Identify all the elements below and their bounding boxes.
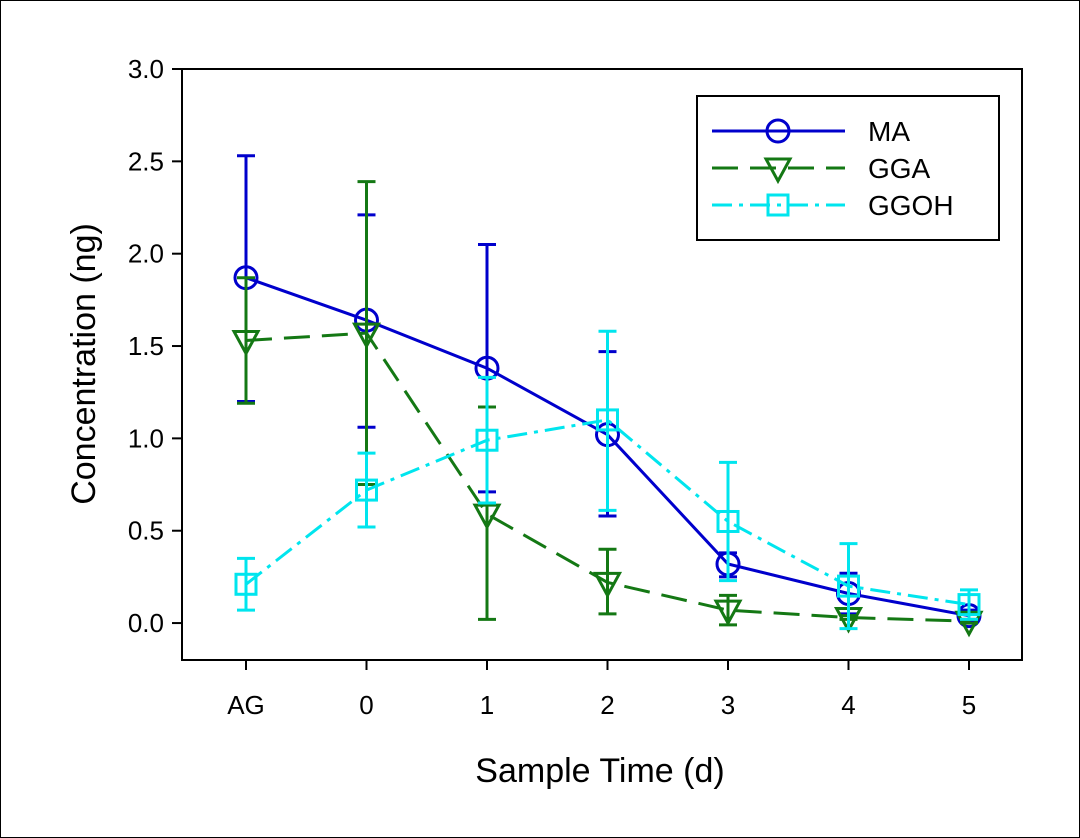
- legend-marker-ma: [765, 118, 791, 144]
- data-point-gga: [592, 571, 623, 599]
- x-tick-label: 0: [359, 690, 373, 720]
- y-tick-label: 2.5: [128, 146, 164, 176]
- data-point-gga: [351, 322, 382, 350]
- legend-marker-gga: [763, 157, 793, 185]
- y-axis: 0.0 0.5 1.0 1.5 2.0 2.5 3.0: [128, 54, 182, 638]
- data-point-ggoh: [355, 478, 378, 502]
- legend-marker-ggoh: [766, 193, 790, 217]
- data-point-ggoh: [475, 428, 499, 452]
- data-point-ggoh: [716, 509, 740, 533]
- x-tick-label: 1: [480, 690, 494, 720]
- y-tick-label: 2.0: [128, 239, 164, 269]
- series-line-ggoh: [245, 418, 970, 607]
- y-axis-label: Concentration (ng): [65, 223, 103, 505]
- series-layer: [231, 154, 984, 638]
- y-tick-label: 3.0: [128, 54, 164, 84]
- legend-label-ggoh: GGOH: [868, 190, 954, 221]
- data-point-gga: [713, 599, 743, 627]
- plot-area: [181, 68, 1023, 661]
- data-point-gga: [231, 329, 261, 357]
- y-tick-label: 0.5: [128, 516, 164, 546]
- legend-label-gga: GGA: [868, 153, 931, 184]
- series-line-gga: [245, 331, 970, 623]
- data-point-ggoh: [837, 574, 860, 598]
- data-point-ggoh: [234, 572, 258, 596]
- data-point-ggoh: [596, 408, 619, 432]
- x-axis: AG 0 1 2 3 4 5: [227, 660, 976, 720]
- x-tick-label: 4: [841, 690, 855, 720]
- data-point-gga: [472, 503, 502, 531]
- data-point-ggoh: [957, 593, 981, 617]
- y-tick-label: 1.5: [128, 331, 164, 361]
- y-tick-label: 1.0: [128, 423, 164, 453]
- series-ggoh: [234, 329, 981, 631]
- legend-label-ma: MA: [868, 116, 910, 147]
- x-tick-label: 3: [721, 690, 735, 720]
- x-tick-label: 2: [600, 690, 614, 720]
- x-tick-label: AG: [227, 690, 265, 720]
- y-tick-label: 0.0: [128, 608, 164, 638]
- legend: MA GGA GGOH: [696, 95, 1000, 241]
- x-axis-label: Sample Time (d): [475, 752, 724, 790]
- legend-box: [696, 95, 1000, 241]
- x-tick-label: 5: [962, 690, 976, 720]
